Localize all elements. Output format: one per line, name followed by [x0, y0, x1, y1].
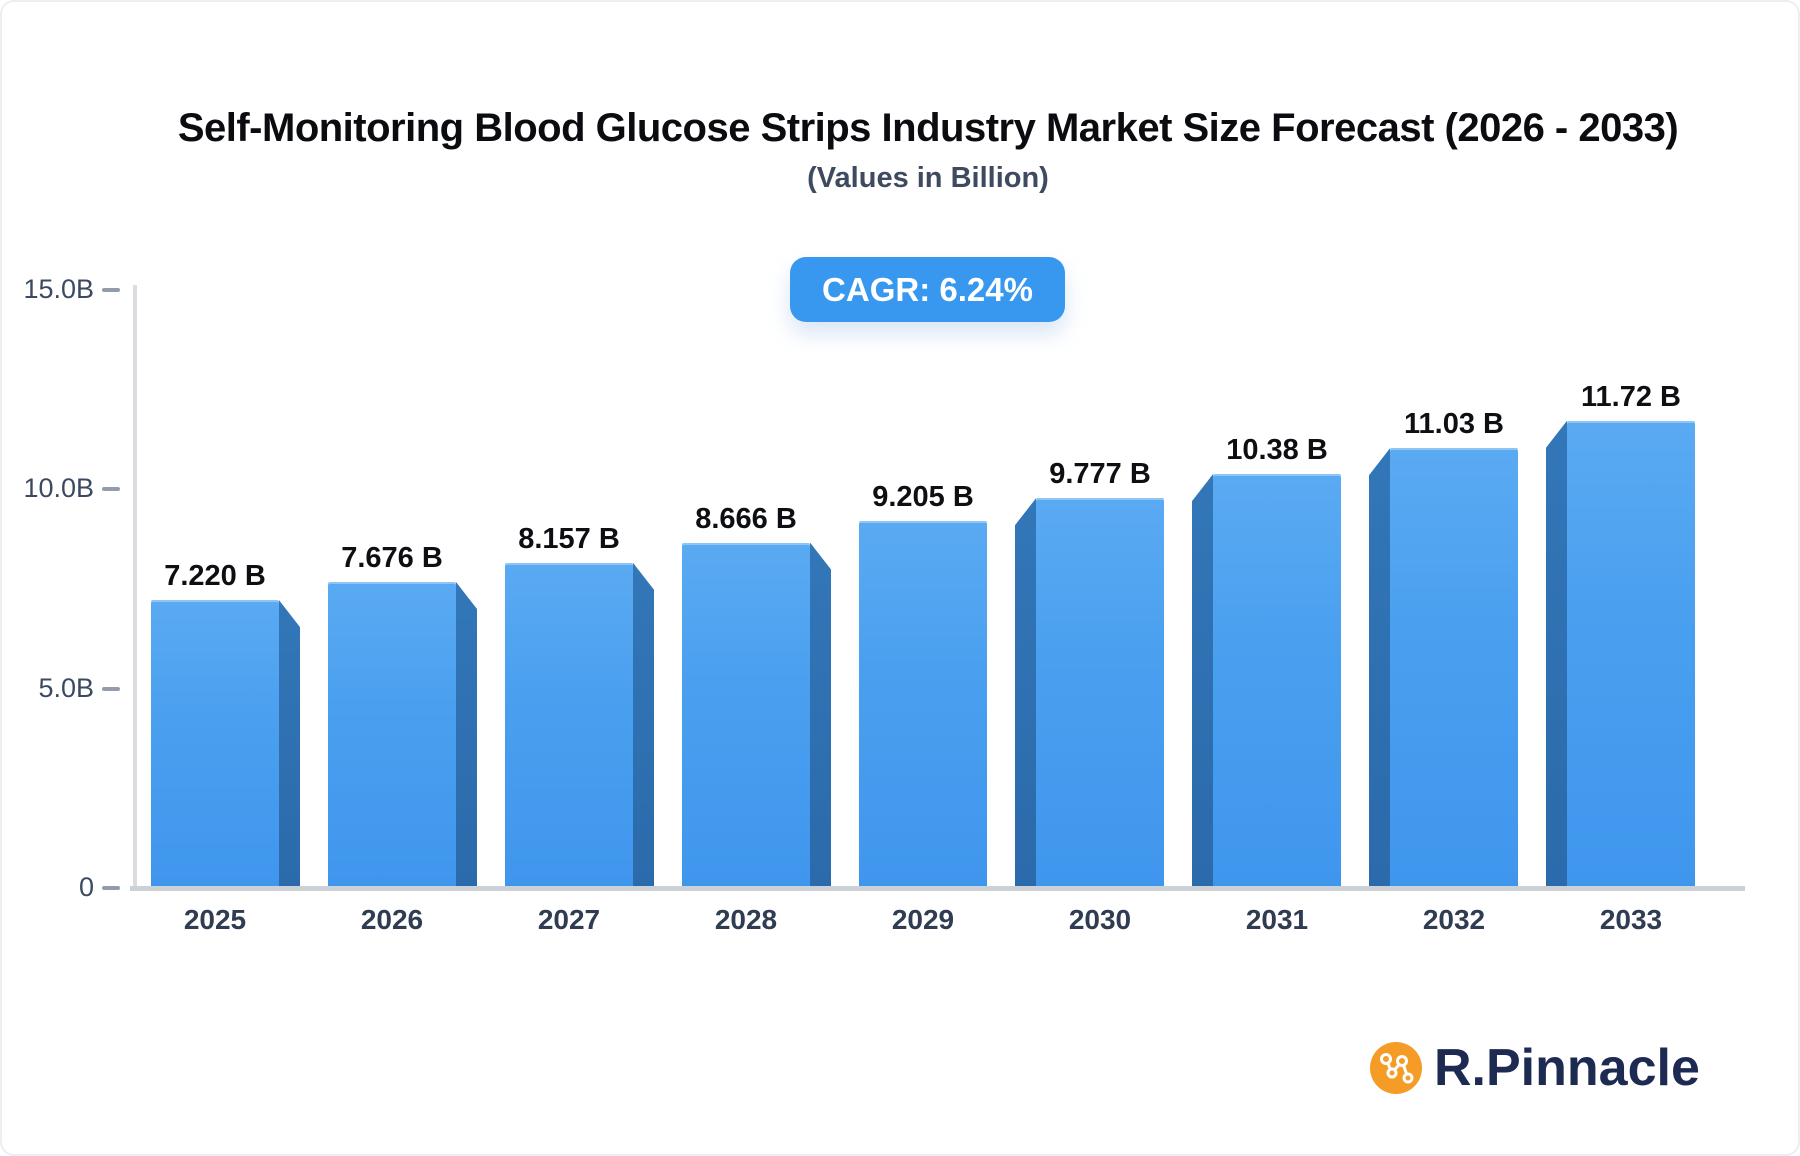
bar-value-label: 11.03 B: [1404, 408, 1504, 441]
x-axis-label-2028: 2028: [714, 904, 778, 935]
network-nodes-icon: [1370, 1042, 1422, 1094]
brand-logo: R.Pinnacle: [1370, 1042, 1700, 1094]
x-axis-label-2033: 2033: [1599, 904, 1663, 935]
x-axis-label-2026: 2026: [360, 904, 424, 935]
bar-value-label: 8.157 B: [518, 522, 620, 555]
bar-2031: [1213, 474, 1341, 888]
bar-side-2028: [810, 542, 831, 888]
y-tick-label: 10.0B: [23, 473, 94, 504]
y-tick-label: 5.0B: [38, 672, 94, 703]
x-axis-baseline: [130, 886, 1745, 891]
bar-2028: [682, 542, 810, 888]
bar-side-2025: [279, 600, 300, 888]
bar-2026: [328, 581, 456, 888]
chart-title: Self-Monitoring Blood Glucose Strips Ind…: [177, 106, 1679, 150]
bar-2025: [151, 600, 279, 888]
bar-value-label: 9.777 B: [1049, 458, 1151, 491]
bar-value-label: 7.220 B: [164, 560, 266, 593]
x-axis-label-2031: 2031: [1245, 904, 1309, 935]
bar-value-label: 9.205 B: [872, 481, 974, 514]
x-axis-label-2030: 2030: [1068, 904, 1132, 935]
y-tick-mark: [102, 487, 120, 492]
bar-value-label: 11.72 B: [1581, 380, 1681, 413]
brand-name: R.Pinnacle: [1434, 1039, 1700, 1097]
bar-value-label: 8.666 B: [695, 502, 797, 535]
cagr-badge: CAGR: 6.24%: [790, 257, 1065, 322]
y-tick-label: 15.0B: [23, 273, 94, 304]
y-tick-mark: [102, 287, 120, 292]
bar-2030: [1036, 498, 1164, 888]
bar-2033: [1567, 420, 1695, 888]
bar-2032: [1390, 448, 1518, 888]
x-axis-label-2032: 2032: [1422, 904, 1486, 935]
bar-side-2031: [1192, 474, 1213, 888]
y-tick-mark: [102, 686, 120, 691]
bar-2029: [859, 521, 987, 888]
y-tick-mark: [102, 886, 120, 890]
bar-side-2033: [1546, 420, 1567, 888]
x-axis-label-2027: 2027: [537, 904, 601, 935]
bar-side-2030: [1015, 498, 1036, 888]
x-axis-label-2025: 2025: [183, 904, 247, 935]
bar-side-2026: [456, 581, 477, 888]
bar-value-label: 7.676 B: [341, 541, 443, 574]
bar-value-label: 10.38 B: [1226, 434, 1328, 467]
y-axis-line: [133, 285, 137, 888]
cagr-badge-label: CAGR: 6.24%: [822, 270, 1033, 308]
x-axis-label-2029: 2029: [891, 904, 955, 935]
y-tick-label: 0: [78, 872, 94, 902]
bar-side-2027: [633, 562, 654, 888]
bar-side-2032: [1369, 448, 1390, 888]
bar-2027: [505, 562, 633, 888]
chart-subtitle: (Values in Billion): [807, 162, 1049, 194]
